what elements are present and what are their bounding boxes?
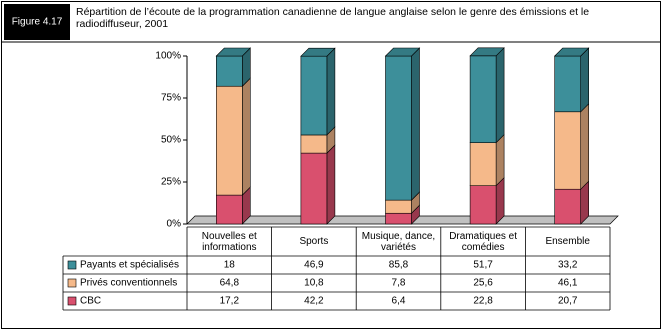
bar-side xyxy=(580,103,590,190)
bar-side xyxy=(495,133,505,187)
bar-segment xyxy=(216,85,243,196)
legend-label: CBC xyxy=(80,296,101,307)
table-value: 42,2 xyxy=(304,296,324,307)
table-value: 17,2 xyxy=(220,296,240,307)
bar-top xyxy=(553,47,590,57)
bar-side xyxy=(495,47,505,144)
category-box: Ensemble xyxy=(545,236,590,247)
category-box: Nouvelles et informations xyxy=(201,230,257,253)
table-value: 25,6 xyxy=(473,278,493,289)
table-value: 6,4 xyxy=(392,296,406,307)
bar-side xyxy=(326,47,336,136)
bar-segment xyxy=(385,212,412,225)
category-label: Nouvelles et informations xyxy=(201,230,257,253)
bar-segment xyxy=(469,142,497,186)
category-box: Musique, dance, variétés xyxy=(361,230,436,253)
figure-label: Figure 4.17 xyxy=(12,17,63,28)
y-tick-label: 100% xyxy=(155,51,181,62)
category-label: Musique, dance, variétés xyxy=(361,230,436,253)
bar-segment xyxy=(469,55,497,143)
y-tick-label: 50% xyxy=(161,135,181,146)
table-value: 46,1 xyxy=(558,278,578,289)
table-value: 22,8 xyxy=(473,296,493,307)
bar-top xyxy=(215,47,252,57)
table-value: 46,9 xyxy=(304,260,324,271)
bar-segment xyxy=(300,134,328,154)
legend-swatch xyxy=(67,260,77,270)
table-value: 18 xyxy=(224,260,236,271)
category-box: Dramatiques et comédies xyxy=(449,230,517,253)
table-value: 85,8 xyxy=(389,260,409,271)
legend-swatch xyxy=(67,296,77,306)
table-value: 7,8 xyxy=(392,278,406,289)
bar-segment xyxy=(385,199,412,214)
bar-segment xyxy=(216,194,243,225)
y-tick-label: 75% xyxy=(161,93,181,104)
category-label: Dramatiques et comédies xyxy=(449,230,517,253)
category-label: Sports xyxy=(299,236,329,247)
bar-segment xyxy=(554,111,582,190)
legend-label: Privés conventionnels xyxy=(80,278,177,289)
bar-segment xyxy=(469,185,497,225)
bar-segment xyxy=(554,55,582,113)
bar-top xyxy=(300,47,336,57)
table-value: 10,8 xyxy=(304,278,324,289)
figure-label-box xyxy=(4,4,70,40)
bar-segment xyxy=(554,188,582,225)
table-value: 64,8 xyxy=(220,278,240,289)
chart-title: Répartition de l’écoute de la programmat… xyxy=(76,6,590,30)
bar-side xyxy=(411,47,420,201)
bar-segment xyxy=(300,152,328,225)
bar-segment xyxy=(385,55,412,201)
table-value: 51,7 xyxy=(473,260,493,271)
bar-top xyxy=(469,47,505,57)
category-label: Ensemble xyxy=(545,236,590,247)
title-box: Répartition de l’écoute de la programmat… xyxy=(76,6,590,30)
legend-swatch xyxy=(67,278,77,288)
y-tick-label: 25% xyxy=(161,177,181,188)
category-box: Sports xyxy=(299,236,329,247)
frame xyxy=(1,1,661,329)
bar-segment xyxy=(300,55,328,136)
bar-side xyxy=(242,77,251,196)
legend-label: Payants et spécialisés xyxy=(80,260,179,271)
bar-side xyxy=(580,47,590,113)
bar-segment xyxy=(216,55,243,87)
table-value: 20,7 xyxy=(558,296,578,307)
bar-side xyxy=(326,144,336,225)
y-tick-label: 0% xyxy=(167,219,182,230)
table-value: 33,2 xyxy=(558,260,578,271)
bar-top xyxy=(384,47,421,57)
